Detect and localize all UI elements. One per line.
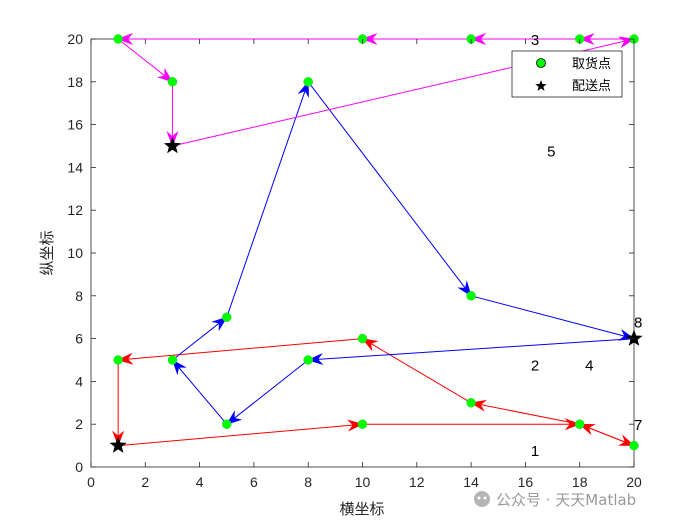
- route-segment: [118, 419, 364, 447]
- watermark: 公众号 · 天天Matlab: [474, 491, 636, 509]
- route-segment: [470, 399, 580, 425]
- x-tick-label: 20: [626, 474, 642, 490]
- pickup-point: [167, 355, 178, 365]
- x-tick-label: 14: [463, 474, 479, 490]
- x-tick-label: 18: [572, 474, 588, 490]
- y-tick-label: 10: [67, 245, 83, 261]
- route-label: 8: [634, 314, 642, 331]
- x-tick-label: 6: [250, 474, 258, 490]
- route-segment: [117, 38, 174, 83]
- route-label: 5: [547, 143, 555, 160]
- y-tick-label: 2: [75, 416, 83, 432]
- pickup-point: [629, 440, 639, 451]
- x-tick-label: 8: [304, 474, 312, 490]
- route-segment: [172, 316, 228, 361]
- y-tick-label: 14: [67, 159, 83, 175]
- y-tick-label: 12: [67, 202, 83, 218]
- pickup-point: [574, 419, 585, 429]
- route-segment: [307, 81, 472, 297]
- x-tick-label: 16: [518, 474, 534, 490]
- y-tick-label: 20: [67, 31, 83, 47]
- route-segment: [361, 338, 472, 404]
- route-label: 2: [531, 357, 539, 374]
- wechat-icon: [474, 491, 490, 507]
- legend-delivery-label: 配送点: [572, 79, 611, 94]
- delivery-point: [109, 436, 127, 453]
- x-tick-label: 2: [141, 474, 149, 490]
- route-segment: [226, 80, 309, 318]
- wechat-icon-eye-left: [477, 496, 481, 500]
- plot-area: [90, 38, 635, 468]
- x-axis-label: 横坐标: [339, 500, 384, 518]
- y-tick-label: 6: [75, 331, 83, 347]
- pickup-point: [167, 77, 178, 87]
- delivery-point: [625, 329, 643, 346]
- legend-delivery-marker: [535, 80, 547, 91]
- legend: 取货点 配送点: [511, 50, 623, 98]
- y-tick-label: 8: [75, 288, 83, 304]
- route-label: 4: [585, 357, 593, 374]
- watermark-text: 公众号 · 天天Matlab: [496, 491, 636, 509]
- route-label: 1: [531, 443, 539, 460]
- x-tick-label: 4: [196, 474, 204, 490]
- y-tick-label: 16: [67, 117, 83, 133]
- pickup-point: [357, 333, 368, 344]
- route-segment: [578, 423, 635, 447]
- legend-pickup-marker: [536, 58, 546, 68]
- route-segment: [225, 359, 309, 425]
- pickup-point: [303, 355, 313, 365]
- annotations: 3 5 8 2 4 7 1: [531, 32, 643, 460]
- route-label: 7: [634, 417, 642, 434]
- markers: [109, 34, 643, 453]
- y-tick-label: 4: [75, 373, 83, 389]
- x-tick-label: 12: [409, 474, 425, 490]
- wechat-icon-eye-right: [483, 496, 487, 500]
- pickup-point: [303, 77, 313, 87]
- x-tick-label: 0: [87, 474, 95, 490]
- route-segment: [117, 338, 363, 365]
- pickup-point: [113, 355, 123, 365]
- x-tick-label: 10: [355, 474, 371, 490]
- pickup-point: [466, 291, 476, 301]
- route-segment: [171, 359, 228, 425]
- route-segment: [470, 295, 635, 341]
- delivery-point: [163, 137, 182, 154]
- pickup-point: [222, 312, 232, 322]
- legend-pickup-label: 取货点: [572, 56, 611, 72]
- pickup-point: [113, 34, 123, 44]
- route-segment: [307, 338, 635, 366]
- route-label: 3: [531, 32, 539, 49]
- y-axis-label: 纵坐标: [38, 230, 56, 275]
- route-2: [171, 80, 635, 425]
- pickup-point: [466, 398, 476, 408]
- y-tick-label: 0: [75, 459, 83, 475]
- legend-box: [511, 50, 623, 98]
- route-1: [112, 338, 635, 447]
- pickup-point: [222, 419, 232, 429]
- y-tick-label: 18: [67, 74, 83, 90]
- pickup-point: [357, 419, 368, 429]
